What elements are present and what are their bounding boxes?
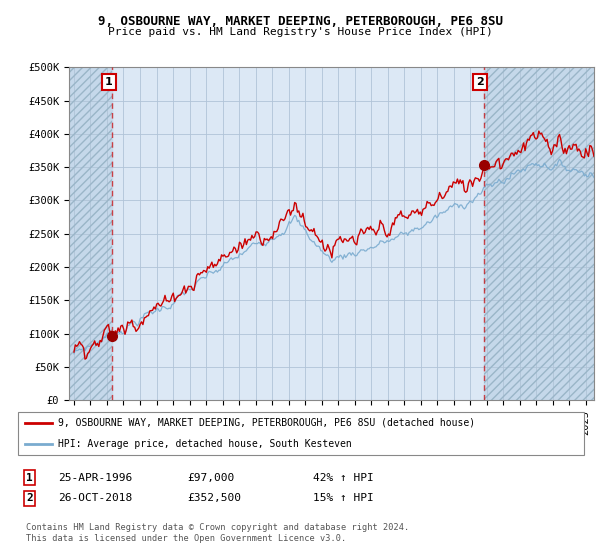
Bar [69,67,112,400]
Text: 25-APR-1996: 25-APR-1996 [58,473,132,483]
Text: 9, OSBOURNE WAY, MARKET DEEPING, PETERBOROUGH, PE6 8SU (detached house): 9, OSBOURNE WAY, MARKET DEEPING, PETERBO… [58,418,475,428]
Text: 9, OSBOURNE WAY, MARKET DEEPING, PETERBOROUGH, PE6 8SU: 9, OSBOURNE WAY, MARKET DEEPING, PETERBO… [97,15,503,28]
Text: 2: 2 [476,77,484,87]
Text: 26-OCT-2018: 26-OCT-2018 [58,493,132,503]
Text: 1: 1 [105,77,113,87]
Text: 1: 1 [26,473,33,483]
Text: Price paid vs. HM Land Registry's House Price Index (HPI): Price paid vs. HM Land Registry's House … [107,27,493,37]
Text: 2: 2 [26,493,33,503]
Text: 42% ↑ HPI: 42% ↑ HPI [313,473,374,483]
Text: Contains HM Land Registry data © Crown copyright and database right 2024.
This d: Contains HM Land Registry data © Crown c… [26,524,410,543]
Bar [484,67,594,400]
Bar [484,67,594,400]
Text: £352,500: £352,500 [187,493,241,503]
Bar [69,67,112,400]
Text: HPI: Average price, detached house, South Kesteven: HPI: Average price, detached house, Sout… [58,439,352,449]
FancyBboxPatch shape [18,412,584,455]
Text: 15% ↑ HPI: 15% ↑ HPI [313,493,374,503]
Text: £97,000: £97,000 [187,473,234,483]
